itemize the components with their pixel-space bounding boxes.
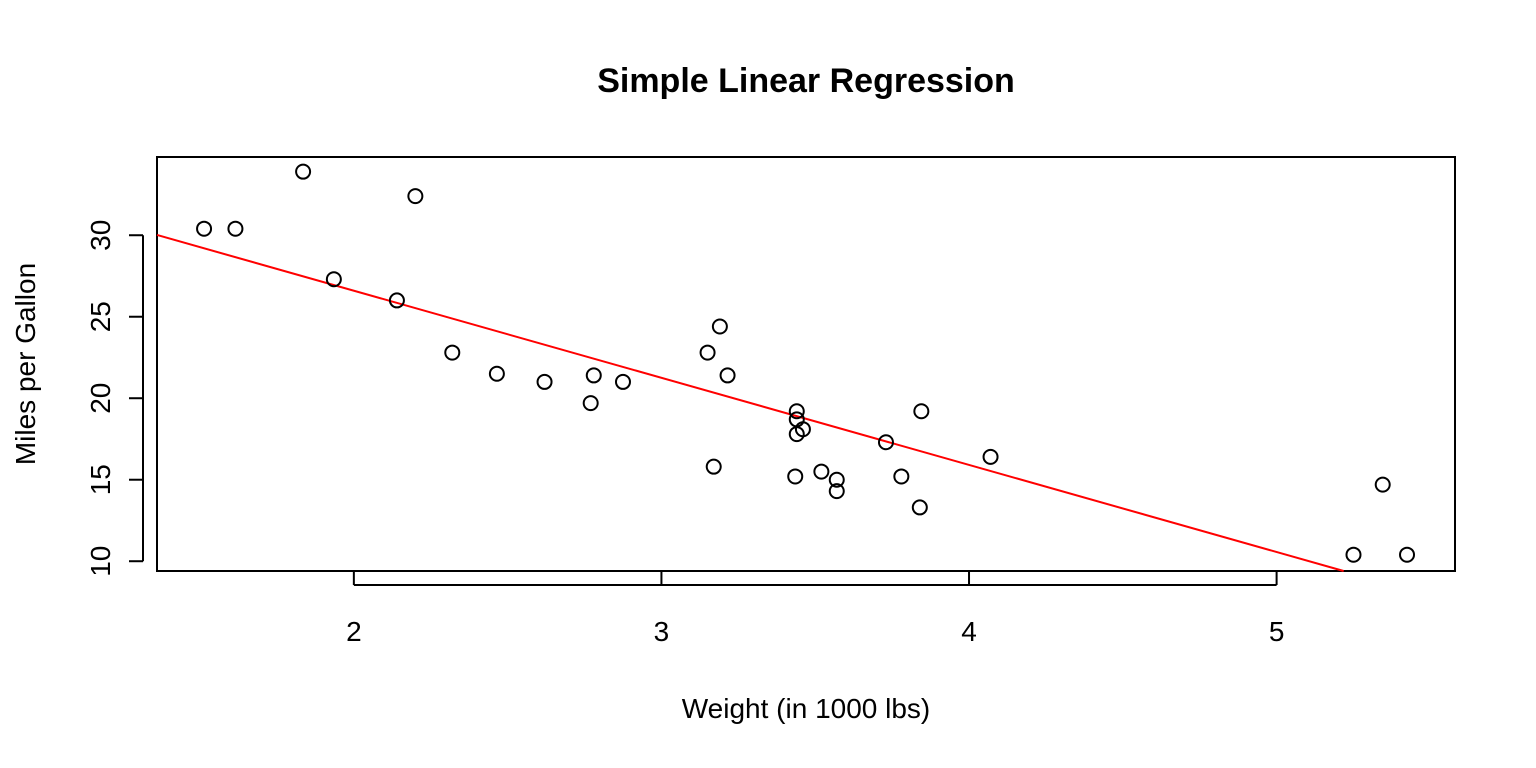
data-point	[787, 468, 804, 485]
x-axis-label: Weight (in 1000 lbs)	[682, 693, 931, 724]
x-tick-label: 3	[654, 616, 670, 647]
data-point	[1399, 546, 1416, 563]
data-point	[585, 367, 602, 384]
data-point	[388, 292, 405, 309]
x-tick-label: 4	[961, 616, 977, 647]
y-tick-label: 20	[85, 383, 116, 414]
data-point	[828, 471, 845, 488]
data-point	[911, 499, 928, 516]
x-tick-label: 5	[1269, 616, 1285, 647]
y-axis-label: Miles per Gallon	[10, 263, 41, 465]
data-point	[877, 434, 894, 451]
data-point	[828, 483, 845, 500]
regression-line	[156, 233, 1344, 572]
chart-title: Simple Linear Regression	[597, 62, 1015, 100]
data-point	[1345, 546, 1362, 563]
data-point	[582, 395, 599, 412]
data-point	[982, 448, 999, 465]
data-point	[699, 344, 716, 361]
data-point	[893, 468, 910, 485]
data-point	[295, 163, 312, 180]
y-tick-label: 25	[85, 301, 116, 332]
data-point	[788, 403, 805, 420]
data-point	[711, 318, 728, 335]
x-tick-label: 2	[346, 616, 362, 647]
data-point	[536, 373, 553, 390]
data-point	[227, 220, 244, 237]
plot-frame	[156, 156, 1456, 572]
x-axis: 2 3 4 5	[346, 571, 1284, 647]
regression-layer	[156, 233, 1344, 572]
data-point	[325, 271, 342, 288]
y-axis: 10 15 20 25 30	[85, 220, 144, 577]
data-point	[196, 220, 213, 237]
data-point	[913, 403, 930, 420]
y-tick-label: 30	[85, 220, 116, 251]
data-point	[705, 458, 722, 475]
data-point	[1374, 476, 1391, 493]
data-point	[407, 188, 424, 205]
points-layer	[196, 163, 1416, 563]
data-point	[719, 367, 736, 384]
data-point	[813, 463, 830, 480]
data-point	[488, 365, 505, 382]
y-tick-label: 10	[85, 546, 116, 577]
y-tick-label: 15	[85, 464, 116, 495]
data-point	[788, 426, 805, 443]
data-point	[444, 344, 461, 361]
data-point	[614, 373, 631, 390]
